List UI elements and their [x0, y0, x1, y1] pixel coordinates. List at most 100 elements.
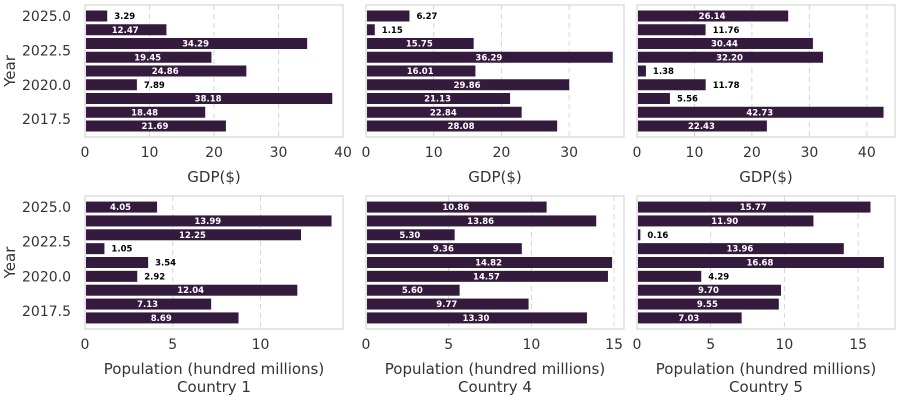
panel-2-x-tick-label: 10	[425, 145, 443, 161]
panel-6-bar-value-label: 9.55	[697, 300, 718, 310]
panel-3-bar	[638, 79, 706, 91]
panel-3-x-tick-label: 0	[633, 145, 642, 161]
panel-4-y-axis-label: Year	[1, 246, 19, 280]
panel-3-x-tick-label: 40	[858, 145, 876, 161]
panel-1-y-tick-label: 2017.5	[22, 112, 71, 128]
panel-4-bar-value-label: 12.25	[179, 231, 206, 241]
panel-1-y-tick-label: 2020.0	[22, 78, 71, 94]
panel-5-bar	[367, 312, 587, 324]
panel-6-bar-value-label: 16.68	[747, 259, 774, 269]
panel-3-bar-value-label: 22.43	[688, 122, 715, 132]
panel-5-bar	[367, 215, 597, 227]
panel-2-bar	[367, 65, 476, 77]
panel-3-bar-value-label: 32.20	[716, 53, 743, 63]
panel-4-bar	[86, 229, 301, 241]
panel-5-bar	[367, 229, 455, 241]
panel-3-x-tick-label: 20	[743, 145, 761, 161]
panel-6-bar-value-label: 0.16	[647, 231, 668, 241]
panel-3-x-axis-label: GDP($)	[739, 168, 792, 186]
panel-2-bar-value-label: 15.75	[406, 40, 433, 50]
panel-1-bar	[86, 93, 333, 104]
panel-6-frame	[636, 195, 896, 330]
panel-6-bar	[638, 298, 779, 310]
panel-5-bar	[367, 201, 547, 213]
panel-6-bar	[638, 243, 844, 255]
panel-5-x-tick-label: 15	[605, 337, 623, 353]
panel-6-bar	[638, 312, 742, 324]
panel-4-x-tick-label: 10	[252, 337, 270, 353]
panel-2-bar	[367, 10, 410, 22]
panel-6-bar	[638, 284, 782, 296]
panel-6-x-axis-label: Population (hundred millions)	[656, 360, 876, 378]
panel-4-x-axis-label: Population (hundred millions)	[104, 360, 324, 378]
panel-4-bar	[86, 298, 212, 310]
panel-2-x-axis-label: GDP($)	[468, 168, 521, 186]
panel-6-bar	[638, 201, 871, 213]
panel-4-bar	[86, 243, 105, 255]
panel-5-x-tick-label: 0	[362, 337, 371, 353]
panel-2-bar	[367, 106, 522, 118]
panel-2-bar	[367, 24, 375, 36]
panel-2-bar-value-label: 36.29	[475, 53, 502, 63]
panel-4-bar	[86, 312, 239, 324]
panel-1-bar	[86, 51, 212, 63]
panel-2-bar-value-label: 29.86	[454, 81, 481, 91]
panel-5-bar-value-label: 10.86	[442, 203, 469, 213]
panel-3-bar-value-label: 42.73	[746, 108, 773, 118]
panel-3-bar	[638, 24, 706, 36]
panel-4-bar	[86, 215, 332, 227]
panel-3-bar-value-label: 11.76	[713, 26, 740, 36]
panel-1-bar	[86, 79, 137, 91]
panel-4-x-tick-label: 0	[81, 337, 90, 353]
panel-5-bar	[367, 270, 608, 282]
panel-3-bar-value-label: 1.38	[653, 67, 674, 77]
panel-1-y-tick-label: 2022.5	[22, 43, 71, 59]
panel-5-bar	[367, 243, 522, 255]
panel-4-bar-value-label: 1.05	[111, 245, 132, 255]
panel-3-bar	[638, 120, 767, 132]
panel-4-bar-value-label: 13.99	[194, 217, 221, 227]
panel-2-bar-value-label: 28.08	[448, 122, 475, 132]
panel-3-x-tick-label: 30	[800, 145, 818, 161]
panel-6-bar	[638, 229, 641, 241]
panel-6-x-tick-label: 5	[706, 337, 715, 353]
panel-3-bar	[638, 65, 646, 77]
panel-1-x-axis-label: GDP($)	[187, 168, 240, 186]
panel-5-bar	[367, 257, 613, 268]
panel-1-x-tick-label: 20	[205, 145, 223, 161]
panel-4-bar-value-label: 4.05	[110, 203, 131, 213]
panel-1-x-tick-label: 0	[81, 145, 90, 161]
panel-5-frame	[365, 195, 625, 330]
panel-1-bar-value-label: 18.48	[131, 108, 158, 118]
panel-2-x-tick-label: 20	[493, 145, 511, 161]
panel-1-bar-value-label: 7.89	[144, 81, 165, 91]
panel-5-x-tick-label: 10	[522, 337, 540, 353]
panel-1-bar	[86, 65, 247, 77]
panel-3-bar-value-label: 26.14	[699, 12, 726, 22]
panel-5-caption: Country 4	[458, 378, 532, 396]
panel-4-bar	[86, 201, 158, 213]
panel-6-bar-value-label: 11.90	[711, 217, 738, 227]
panel-5-bar-value-label: 13.30	[463, 314, 490, 324]
panel-4-bar-value-label: 7.13	[137, 300, 158, 310]
panel-5-bar	[367, 284, 460, 296]
panel-1-bar-value-label: 24.86	[152, 67, 179, 77]
panel-4-y-tick-label: 2022.5	[22, 235, 71, 251]
panel-2-bar-value-label: 6.27	[416, 12, 437, 22]
panel-6-x-tick-label: 10	[776, 337, 794, 353]
panel-1-bar-value-label: 12.47	[112, 26, 139, 36]
panel-6-caption: Country 5	[729, 378, 803, 396]
panel-1-bar-value-label: 3.29	[114, 12, 135, 22]
panel-3-bar	[638, 38, 813, 49]
panel-6-x-tick-label: 0	[633, 337, 642, 353]
panel-2-bar	[367, 38, 474, 49]
panel-1-y-tick-label: 2025.0	[22, 9, 71, 25]
panel-4-bar	[86, 284, 298, 296]
panel-6-bar	[638, 270, 702, 282]
panel-2-x-tick-label: 30	[560, 145, 578, 161]
panel-4-y-tick-label: 2025.0	[22, 200, 71, 216]
panel-3-bar	[638, 51, 824, 63]
panel-5-bar-value-label: 5.30	[399, 231, 420, 241]
panel-4-bar-value-label: 12.04	[177, 286, 204, 296]
panel-2-bar-value-label: 21.13	[424, 95, 451, 105]
